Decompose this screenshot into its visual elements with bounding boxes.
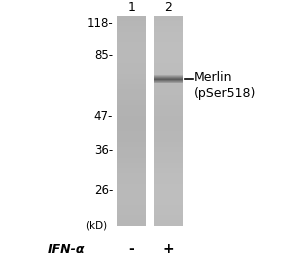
Bar <box>154 95 183 100</box>
Bar <box>154 116 183 121</box>
Bar <box>154 189 183 194</box>
Bar <box>154 26 183 32</box>
Bar <box>117 168 146 173</box>
Bar <box>117 63 146 68</box>
Bar <box>117 47 146 53</box>
Text: 26-: 26- <box>94 183 113 197</box>
Bar <box>154 89 183 95</box>
Text: 85-: 85- <box>94 49 113 62</box>
Bar <box>154 136 183 142</box>
Bar <box>117 21 146 26</box>
Bar <box>117 205 146 210</box>
Bar <box>154 105 183 110</box>
Bar <box>117 42 146 47</box>
Bar <box>117 147 146 152</box>
Bar <box>117 16 146 21</box>
Bar <box>154 42 183 47</box>
Text: -: - <box>129 242 134 257</box>
Bar <box>117 136 146 142</box>
Bar <box>117 215 146 220</box>
Bar <box>154 21 183 26</box>
Bar <box>117 158 146 163</box>
Bar <box>117 95 146 100</box>
Bar <box>154 131 183 136</box>
Text: 118-: 118- <box>86 17 113 30</box>
Bar <box>117 189 146 194</box>
Bar <box>117 173 146 178</box>
Text: 2: 2 <box>164 1 172 15</box>
Bar <box>154 110 183 116</box>
Bar <box>117 32 146 37</box>
Bar <box>154 74 183 79</box>
Bar <box>154 79 183 84</box>
Text: 36-: 36- <box>94 144 113 157</box>
Bar <box>154 53 183 58</box>
Bar <box>154 215 183 220</box>
Bar <box>154 210 183 215</box>
Bar <box>117 58 146 63</box>
Bar <box>154 158 183 163</box>
Bar <box>117 68 146 74</box>
Bar <box>117 110 146 116</box>
Text: (kD): (kD) <box>85 221 108 231</box>
Text: IFN-α: IFN-α <box>47 243 85 256</box>
Bar <box>154 121 183 126</box>
Bar <box>117 105 146 110</box>
Bar <box>154 68 183 74</box>
Bar <box>154 152 183 158</box>
Bar <box>117 121 146 126</box>
Bar <box>154 47 183 53</box>
Bar <box>117 194 146 200</box>
Bar <box>154 63 183 68</box>
Bar <box>154 147 183 152</box>
Text: 47-: 47- <box>94 110 113 123</box>
Bar <box>154 163 183 168</box>
Bar <box>154 100 183 105</box>
Bar <box>117 37 146 42</box>
Text: 1: 1 <box>128 1 136 15</box>
Bar <box>154 142 183 147</box>
Bar <box>117 142 146 147</box>
Bar <box>117 89 146 95</box>
Bar <box>154 178 183 184</box>
Bar <box>154 194 183 200</box>
Bar <box>154 32 183 37</box>
Bar <box>154 84 183 89</box>
Bar <box>154 16 183 21</box>
Bar <box>117 84 146 89</box>
Bar <box>117 163 146 168</box>
Bar <box>117 152 146 158</box>
Bar <box>117 74 146 79</box>
Bar <box>117 126 146 131</box>
Bar <box>154 220 183 226</box>
Bar <box>117 116 146 121</box>
Bar <box>117 220 146 226</box>
Text: (pSer518): (pSer518) <box>194 87 256 100</box>
Bar <box>117 79 146 84</box>
Bar <box>154 58 183 63</box>
Bar <box>117 131 146 136</box>
Bar <box>117 200 146 205</box>
Bar <box>117 178 146 184</box>
Bar <box>117 100 146 105</box>
Bar <box>154 37 183 42</box>
Text: +: + <box>162 242 174 257</box>
Bar <box>154 126 183 131</box>
Text: Merlin: Merlin <box>194 71 232 84</box>
Bar <box>117 210 146 215</box>
Bar <box>117 184 146 189</box>
Bar <box>117 26 146 32</box>
Bar <box>154 173 183 178</box>
Bar <box>154 200 183 205</box>
Bar <box>154 184 183 189</box>
Bar <box>154 205 183 210</box>
Bar <box>154 168 183 173</box>
Bar <box>117 53 146 58</box>
